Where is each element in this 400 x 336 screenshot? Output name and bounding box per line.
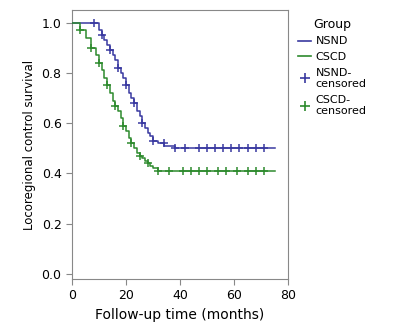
Point [106, 48, 113, 53]
Point [172, 145, 178, 151]
Point [252, 145, 259, 151]
Point [144, 161, 151, 166]
Point [96, 60, 102, 66]
Point [90, 20, 97, 25]
Point [204, 168, 210, 174]
Point [150, 138, 156, 143]
Point [252, 168, 259, 174]
Point [260, 145, 267, 151]
Point [196, 168, 202, 174]
Point [155, 168, 162, 174]
Point [166, 168, 172, 174]
Point [77, 28, 83, 33]
Point [228, 145, 234, 151]
Point [182, 145, 189, 151]
Point [220, 145, 226, 151]
Point [112, 103, 118, 108]
Point [196, 145, 202, 151]
Point [260, 168, 267, 174]
Point [139, 120, 146, 126]
Point [98, 33, 105, 38]
Point [123, 83, 129, 88]
Point [223, 168, 229, 174]
Point [234, 168, 240, 174]
Point [180, 168, 186, 174]
Point [120, 123, 126, 128]
Point [236, 145, 242, 151]
Point [128, 140, 134, 146]
Point [88, 45, 94, 50]
Point [244, 145, 251, 151]
Y-axis label: Locoregional control survival: Locoregional control survival [23, 59, 36, 229]
Point [244, 168, 251, 174]
Point [215, 168, 221, 174]
X-axis label: Follow-up time (months): Follow-up time (months) [95, 308, 265, 322]
Point [104, 83, 110, 88]
Point [115, 65, 121, 71]
Point [161, 140, 167, 146]
Point [188, 168, 194, 174]
Legend: NSND, CSCD, NSND-
censored, CSCD-
censored: NSND, CSCD, NSND- censored, CSCD- censor… [296, 16, 369, 119]
Point [212, 145, 218, 151]
Point [131, 100, 137, 106]
Point [136, 153, 143, 159]
Point [204, 145, 210, 151]
